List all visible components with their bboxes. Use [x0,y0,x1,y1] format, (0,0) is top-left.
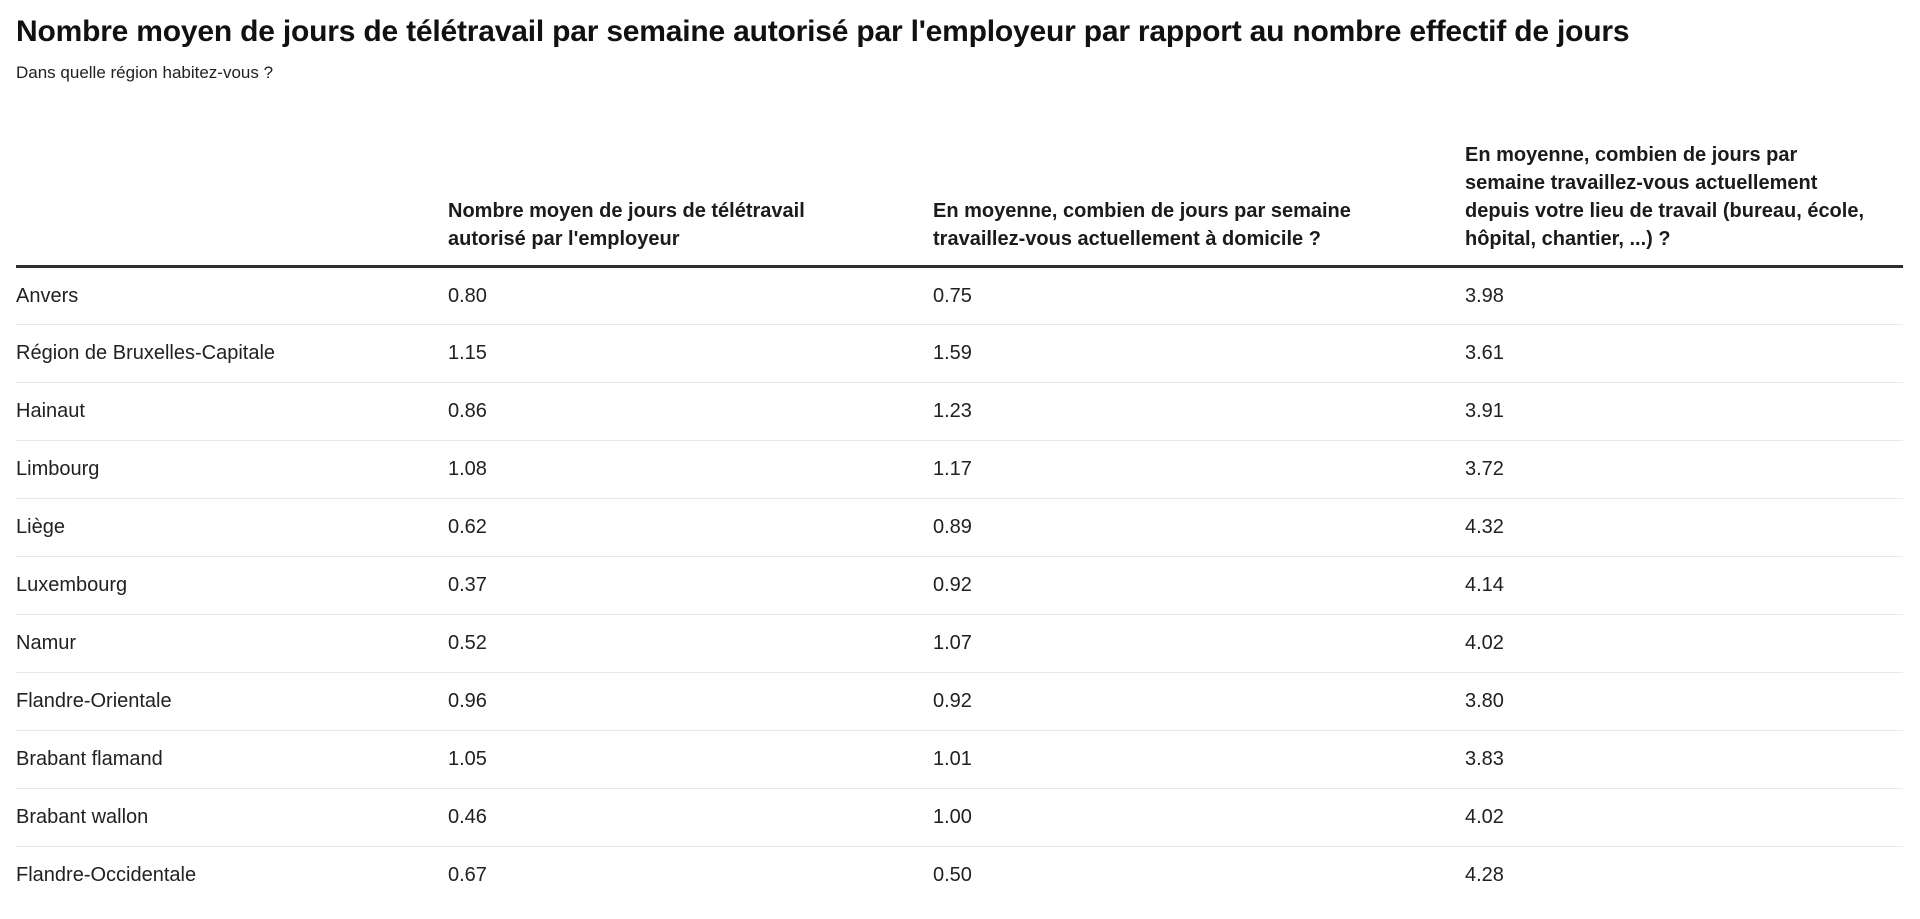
authorized-days-cell: 0.46 [448,788,933,847]
home-days-cell: 1.01 [933,730,1465,789]
table-header-row: Nombre moyen de jours de télétravail aut… [16,141,1903,268]
home-days-cell: 0.89 [933,498,1465,557]
authorized-days-cell: 1.05 [448,730,933,789]
home-days-cell: 0.92 [933,556,1465,615]
authorized-days-cell: 0.96 [448,672,933,731]
region-cell: Liège [16,498,448,557]
region-cell: Luxembourg [16,556,448,615]
region-cell: Anvers [16,266,448,325]
workplace-days-cell: 4.32 [1465,498,1903,557]
table-row: Limbourg 1.08 1.17 3.72 [16,440,1903,499]
authorized-days-cell: 0.37 [448,556,933,615]
home-days-cell: 0.92 [933,672,1465,731]
home-days-cell: 1.00 [933,788,1465,847]
workplace-days-cell: 3.80 [1465,672,1903,731]
home-days-cell: 0.75 [933,266,1465,325]
workplace-days-cell: 4.02 [1465,788,1903,847]
region-cell: Flandre-Orientale [16,672,448,731]
authorized-days-cell: 0.67 [448,846,933,905]
region-cell: Namur [16,614,448,673]
workplace-days-cell: 3.91 [1465,382,1903,441]
authorized-days-cell: 0.52 [448,614,933,673]
column-header-workplace-days: En moyenne, combien de jours par semaine… [1465,141,1903,268]
region-cell: Flandre-Occidentale [16,846,448,905]
region-cell: Brabant flamand [16,730,448,789]
table-row: Brabant flamand 1.05 1.01 3.83 [16,730,1903,789]
authorized-days-cell: 1.08 [448,440,933,499]
workplace-days-cell: 4.02 [1465,614,1903,673]
workplace-days-cell: 3.83 [1465,730,1903,789]
workplace-days-cell: 3.61 [1465,324,1903,383]
table-row: Brabant wallon 0.46 1.00 4.02 [16,788,1903,847]
home-days-cell: 1.23 [933,382,1465,441]
page-title: Nombre moyen de jours de télétravail par… [16,15,1630,48]
region-cell: Brabant wallon [16,788,448,847]
column-header-authorized-days: Nombre moyen de jours de télétravail aut… [448,141,933,268]
home-days-cell: 1.07 [933,614,1465,673]
workplace-days-cell: 4.14 [1465,556,1903,615]
home-days-cell: 1.59 [933,324,1465,383]
authorized-days-cell: 0.80 [448,266,933,325]
table-row: Hainaut 0.86 1.23 3.91 [16,382,1903,441]
table-row: Flandre-Occidentale 0.67 0.50 4.28 [16,846,1903,905]
authorized-days-cell: 1.15 [448,324,933,383]
region-cell: Région de Bruxelles-Capitale [16,324,448,383]
workplace-days-cell: 3.72 [1465,440,1903,499]
results-table: Nombre moyen de jours de télétravail aut… [16,141,1903,905]
region-cell: Limbourg [16,440,448,499]
home-days-cell: 0.50 [933,846,1465,905]
home-days-cell: 1.17 [933,440,1465,499]
column-header-home-days: En moyenne, combien de jours par semaine… [933,141,1465,268]
table-row: Anvers 0.80 0.75 3.98 [16,266,1903,325]
table-row: Luxembourg 0.37 0.92 4.14 [16,556,1903,615]
authorized-days-cell: 0.62 [448,498,933,557]
table-row: Liège 0.62 0.89 4.32 [16,498,1903,557]
table-body: Anvers 0.80 0.75 3.98 Région de Bruxelle… [16,266,1903,905]
workplace-days-cell: 3.98 [1465,266,1903,325]
authorized-days-cell: 0.86 [448,382,933,441]
region-cell: Hainaut [16,382,448,441]
column-header-region [16,141,448,268]
page-subtitle: Dans quelle région habitez-vous ? [16,63,274,82]
table-row: Région de Bruxelles-Capitale 1.15 1.59 3… [16,324,1903,383]
table-row: Flandre-Orientale 0.96 0.92 3.80 [16,672,1903,731]
workplace-days-cell: 4.28 [1465,846,1903,905]
table-header: Nombre moyen de jours de télétravail aut… [16,141,1903,268]
table-row: Namur 0.52 1.07 4.02 [16,614,1903,673]
